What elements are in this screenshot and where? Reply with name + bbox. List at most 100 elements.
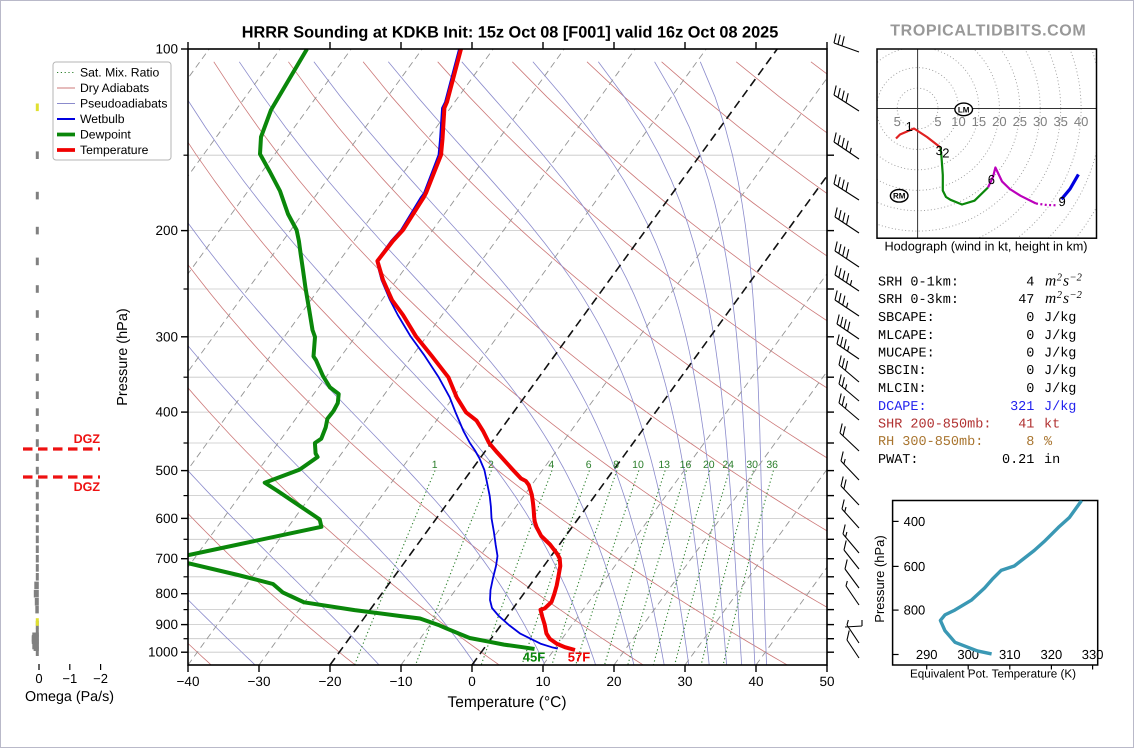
svg-text:MLCAPE:: MLCAPE: [878,329,935,344]
svg-text:10: 10 [951,114,965,129]
svg-text:DCAPE:: DCAPE: [878,400,927,415]
svg-text:LM: LM [958,105,970,114]
svg-text:3: 3 [936,143,943,158]
svg-text:Pressure (hPa): Pressure (hPa) [872,535,887,622]
svg-text:500: 500 [155,463,178,478]
svg-text:SRH 0-1km:: SRH 0-1km: [878,276,959,291]
svg-text:1: 1 [432,459,438,471]
svg-text:Pseudoadiabats: Pseudoadiabats [80,97,167,111]
svg-text:kt: kt [1044,418,1060,433]
svg-text:600: 600 [155,511,178,526]
svg-text:1000: 1000 [148,645,178,660]
svg-text:−2: −2 [93,671,108,686]
svg-text:DGZ: DGZ [74,480,101,494]
svg-text:15: 15 [972,114,986,129]
svg-text:30: 30 [677,674,692,689]
svg-text:20: 20 [606,674,621,689]
svg-text:RH 300-850mb:: RH 300-850mb: [878,435,983,450]
svg-text:TROPICALTIDBITS.COM: TROPICALTIDBITS.COM [890,23,1086,40]
svg-text:6: 6 [988,172,995,187]
svg-text:0: 0 [1026,382,1034,397]
svg-text:RM: RM [893,192,906,201]
svg-text:Pressure (hPa): Pressure (hPa) [115,308,131,406]
svg-text:290: 290 [916,647,938,662]
svg-text:in: in [1044,453,1060,468]
svg-text:800: 800 [904,603,926,618]
svg-text:30: 30 [1033,114,1047,129]
svg-text:0: 0 [468,674,476,689]
svg-text:2: 2 [942,146,949,161]
svg-text:−20: −20 [319,674,342,689]
svg-text:41: 41 [1018,418,1034,433]
svg-text:PWAT:: PWAT: [878,453,919,468]
svg-text:30: 30 [746,459,758,471]
svg-text:24: 24 [722,459,734,471]
svg-text:J/kg: J/kg [1044,400,1076,415]
svg-text:J/kg: J/kg [1044,364,1076,379]
svg-text:MLCIN:: MLCIN: [878,382,927,397]
svg-text:8: 8 [613,459,619,471]
svg-text:0: 0 [1026,311,1034,326]
svg-text:J/kg: J/kg [1044,329,1076,344]
svg-text:2: 2 [488,459,494,471]
svg-text:%: % [1044,435,1053,450]
svg-text:20: 20 [992,114,1006,129]
svg-text:9: 9 [1058,194,1065,209]
svg-text:310: 310 [999,647,1021,662]
svg-text:10: 10 [535,674,550,689]
svg-text:700: 700 [155,551,178,566]
svg-text:321: 321 [1010,400,1034,415]
svg-text:0: 0 [1026,364,1034,379]
svg-text:SBCIN:: SBCIN: [878,364,927,379]
svg-text:SHR 200-850mb:: SHR 200-850mb: [878,418,991,433]
svg-text:400: 400 [155,405,178,420]
svg-text:5: 5 [894,114,901,129]
svg-text:Temperature: Temperature [80,143,149,157]
svg-text:Temperature (°C): Temperature (°C) [447,694,566,711]
svg-text:SRH 0-3km:: SRH 0-3km: [878,293,959,308]
svg-text:50: 50 [819,674,834,689]
svg-text:Wetbulb: Wetbulb [80,112,125,126]
svg-text:6: 6 [586,459,592,471]
svg-text:600: 600 [904,559,926,574]
svg-text:800: 800 [155,586,178,601]
svg-text:Equivalent Pot. Temperature (K: Equivalent Pot. Temperature (K) [910,668,1076,681]
svg-text:0.21: 0.21 [1002,453,1034,468]
svg-text:300: 300 [155,329,178,344]
svg-text:330: 330 [1082,647,1104,662]
svg-text:J/kg: J/kg [1044,382,1076,397]
svg-text:36: 36 [766,459,778,471]
svg-text:40: 40 [1074,114,1088,129]
svg-text:4: 4 [1026,276,1034,291]
svg-text:900: 900 [155,617,178,632]
svg-text:−1: −1 [62,671,77,686]
svg-text:−40: −40 [177,674,200,689]
svg-text:Dry Adiabats: Dry Adiabats [80,81,149,95]
svg-text:Omega (Pa/s): Omega (Pa/s) [25,689,114,705]
svg-text:Hodograph (wind in kt, height: Hodograph (wind in kt, height in km) [884,240,1087,254]
svg-text:Dewpoint: Dewpoint [80,128,131,142]
svg-text:45F: 45F [523,650,545,665]
svg-text:100: 100 [155,42,178,57]
svg-text:0: 0 [1026,347,1034,362]
svg-text:HRRR Sounding at KDKB Init: 15: HRRR Sounding at KDKB Init: 15z Oct 08 [… [242,24,779,42]
svg-text:200: 200 [155,223,178,238]
svg-text:1: 1 [906,119,913,134]
svg-text:8: 8 [1026,435,1034,450]
svg-text:5: 5 [934,114,941,129]
svg-text:−10: −10 [390,674,413,689]
svg-text:Sat. Mix. Ratio: Sat. Mix. Ratio [80,66,159,80]
svg-text:47: 47 [1018,293,1034,308]
svg-text:25: 25 [1013,114,1027,129]
svg-text:J/kg: J/kg [1044,347,1076,362]
svg-text:20: 20 [703,459,715,471]
svg-text:40: 40 [748,674,763,689]
svg-text:0: 0 [35,671,42,686]
svg-text:4: 4 [548,459,554,471]
svg-text:35: 35 [1053,114,1067,129]
svg-text:J/kg: J/kg [1044,311,1076,326]
svg-text:10: 10 [632,459,644,471]
svg-text:320: 320 [1041,647,1063,662]
svg-text:−30: −30 [248,674,271,689]
svg-text:MUCAPE:: MUCAPE: [878,347,935,362]
